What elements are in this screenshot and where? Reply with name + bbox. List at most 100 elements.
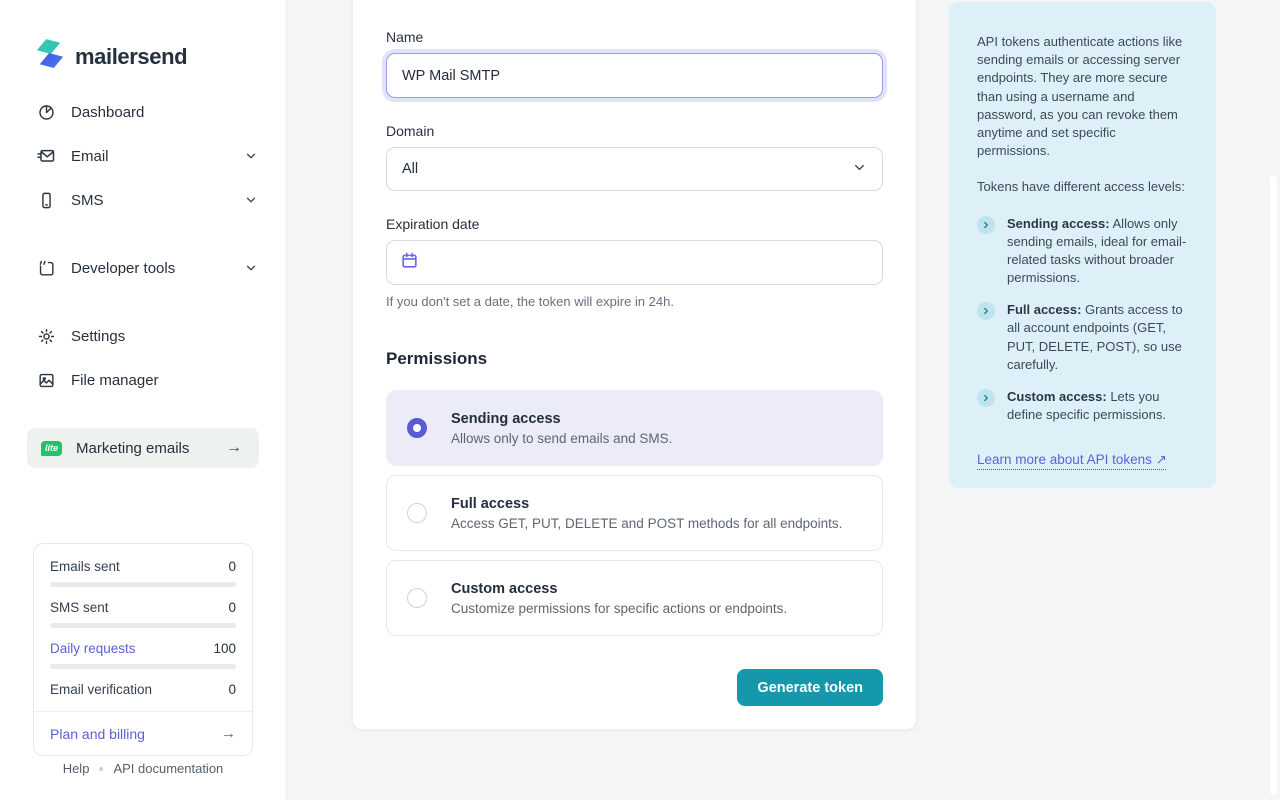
developer-tools-icon	[36, 258, 56, 278]
domain-selected-value: All	[402, 161, 419, 177]
external-link-icon: ↗	[1155, 452, 1167, 468]
usage-value: 0	[228, 600, 236, 615]
sidebar-item-label: Email	[71, 147, 109, 165]
option-description: Customize permissions for specific actio…	[451, 600, 788, 616]
sidebar-item-settings[interactable]: Settings	[0, 314, 286, 358]
radio-unselected-icon[interactable]	[407, 588, 427, 608]
usage-value: 0	[228, 559, 236, 574]
calendar-icon	[400, 251, 419, 275]
arrow-right-icon: →	[221, 725, 236, 742]
help-link[interactable]: Help	[62, 761, 90, 776]
generate-token-button[interactable]: Generate token	[737, 669, 883, 706]
bullet-body: Allows only sending emails, ideal for em…	[1007, 215, 1187, 286]
sidebar-item-label: File manager	[71, 371, 159, 389]
usage-value: 100	[213, 641, 236, 656]
mailersend-logo[interactable]: mailersend	[36, 38, 188, 75]
plan-and-billing-link[interactable]: Plan and billing →	[34, 712, 252, 755]
expiration-label: Expiration date	[386, 216, 480, 232]
expiration-date-input[interactable]	[386, 240, 883, 285]
option-description: Access GET, PUT, DELETE and POST methods…	[451, 515, 843, 531]
bullet-body: Lets you define specific permissions.	[1007, 389, 1166, 423]
info-bullet-full-access: Full access: Grants access to all accoun…	[977, 301, 1188, 374]
usage-label-daily-requests[interactable]: Daily requests	[50, 641, 136, 656]
vertical-scrollbar[interactable]	[1270, 176, 1277, 795]
permission-option-custom-access[interactable]: Custom access Customize permissions for …	[386, 560, 883, 636]
smartphone-icon	[36, 190, 56, 210]
sidebar-item-dashboard[interactable]: Dashboard	[0, 90, 286, 134]
usage-label: Emails sent	[50, 559, 120, 574]
usage-progress-bar	[50, 623, 236, 628]
expiration-field-group: Expiration date If you don't set a date,…	[386, 216, 883, 309]
sidebar-item-sms[interactable]: SMS	[0, 178, 286, 222]
usage-row-emails-sent: Emails sent 0	[50, 559, 236, 587]
option-title: Full access	[451, 495, 530, 512]
dot-separator	[99, 766, 104, 771]
domain-select[interactable]: All	[386, 147, 883, 191]
sidebar-item-email[interactable]: Email	[0, 134, 286, 178]
chevron-down-icon	[244, 193, 258, 207]
domain-label: Domain	[386, 123, 435, 139]
permission-option-full-access[interactable]: Full access Access GET, PUT, DELETE and …	[386, 475, 883, 551]
name-field-group: Name	[386, 29, 883, 98]
chevron-down-icon	[244, 261, 258, 275]
bullet-body: Grants access to all account endpoints (…	[1007, 302, 1183, 372]
sidebar-footer: Help API documentation	[0, 761, 286, 776]
bullet-title: Custom access:	[1007, 389, 1107, 404]
sidebar-item-label: SMS	[71, 191, 104, 209]
usage-value: 0	[228, 682, 236, 697]
api-tokens-info-panel: API tokens authenticate actions like sen…	[949, 2, 1216, 488]
chevron-right-circle-icon	[977, 215, 995, 234]
sidebar-item-label: Settings	[71, 327, 126, 345]
info-bullet-custom-access: Custom access: Lets you define specific …	[977, 388, 1188, 424]
info-bullet-sending-access: Sending access: Allows only sending emai…	[977, 215, 1188, 288]
sidebar-nav: Dashboard Email SMS	[0, 90, 286, 468]
usage-row-email-verification: Email verification 0	[50, 682, 236, 697]
usage-label: SMS sent	[50, 600, 109, 615]
usage-progress-bar	[50, 664, 236, 669]
chevron-right-circle-icon	[977, 302, 995, 321]
sidebar-item-file-manager[interactable]: File manager	[0, 358, 286, 402]
gear-icon	[36, 326, 56, 346]
info-intro: API tokens authenticate actions like sen…	[977, 34, 1183, 159]
bullet-title: Full access:	[1007, 302, 1082, 318]
learn-more-label: Learn more about API tokens	[977, 452, 1152, 468]
expiration-hint: If you don't set a date, the token will …	[386, 294, 674, 309]
usage-label: Email verification	[50, 682, 153, 697]
api-documentation-link[interactable]: API documentation	[113, 761, 224, 776]
dashboard-icon	[36, 102, 56, 122]
chevron-down-icon	[244, 149, 258, 163]
chevron-right-circle-icon	[977, 389, 995, 407]
divider	[34, 711, 252, 712]
option-title: Sending access	[451, 410, 561, 427]
sidebar-item-label: Developer tools	[71, 259, 176, 277]
usage-row-sms-sent: SMS sent 0	[50, 600, 236, 628]
sidebar-item-label: Dashboard	[71, 103, 145, 121]
domain-field-group: Domain All	[386, 123, 883, 191]
radio-unselected-icon[interactable]	[407, 503, 427, 523]
email-icon	[36, 146, 56, 166]
permissions-title: Permissions	[386, 349, 488, 368]
image-icon	[36, 370, 56, 390]
brand-name: mailersend	[75, 43, 188, 69]
learn-more-link[interactable]: Learn more about API tokens ↗	[977, 452, 1167, 468]
option-title: Custom access	[451, 580, 558, 597]
usage-row-daily-requests: Daily requests 100	[50, 641, 236, 669]
sidebar: mailersend Dashboard Email	[0, 0, 287, 800]
usage-progress-bar	[50, 582, 236, 587]
sidebar-item-marketing-emails[interactable]: lite Marketing emails →	[27, 428, 259, 468]
radio-selected-icon[interactable]	[407, 418, 427, 438]
permission-option-sending-access[interactable]: Sending access Allows only to send email…	[386, 390, 883, 466]
sidebar-item-developer-tools[interactable]: Developer tools	[0, 246, 286, 290]
option-description: Allows only to send emails and SMS.	[451, 430, 673, 446]
create-token-card: Name Domain All Expiration date If you d…	[352, 0, 917, 730]
sidebar-item-label: Marketing emails	[76, 439, 190, 457]
chevron-down-icon	[852, 160, 867, 179]
token-name-input[interactable]	[386, 53, 883, 98]
arrow-right-icon: →	[226, 439, 242, 456]
plan-link-label: Plan and billing	[50, 725, 145, 742]
info-levels-heading: Tokens have different access levels:	[977, 179, 1185, 195]
name-label: Name	[386, 29, 424, 45]
usage-summary-card: Emails sent 0 SMS sent 0 Daily requests …	[33, 543, 253, 756]
bullet-title: Sending access:	[1007, 215, 1110, 231]
mailersend-logo-icon	[36, 38, 64, 75]
